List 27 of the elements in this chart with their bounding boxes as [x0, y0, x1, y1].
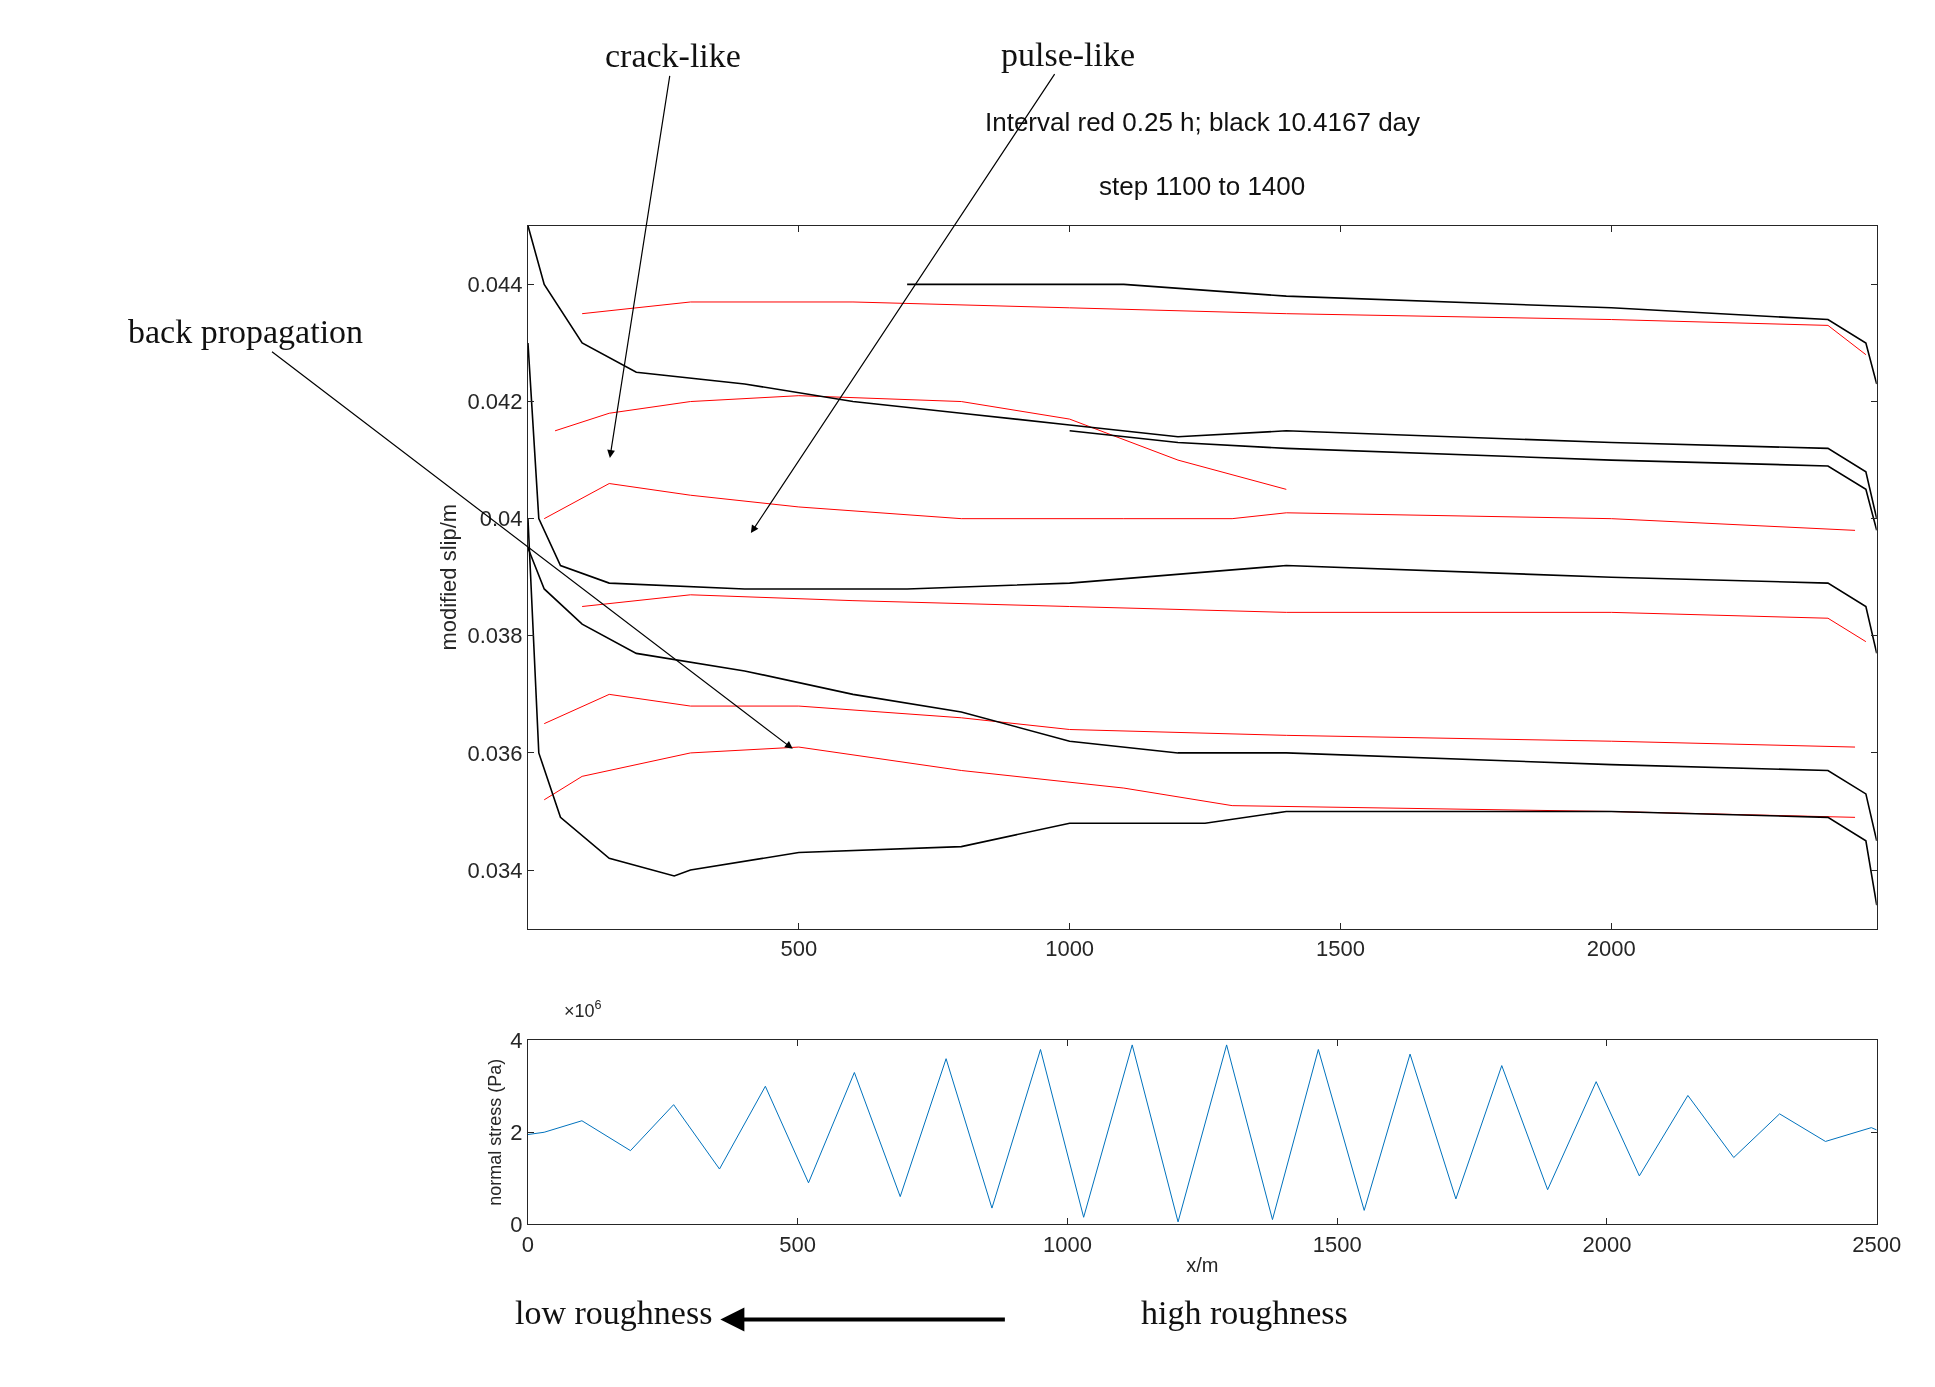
x-tick-label: 2500 [1852, 1231, 1902, 1257]
x-tick-label: 2000 [1582, 1231, 1632, 1257]
text: high roughness [1141, 1294, 1348, 1331]
y-tick-label: 4 [510, 1028, 523, 1054]
x-tick-label: 500 [780, 936, 818, 962]
text: ×10$^{6}$ [564, 998, 602, 1021]
chart-subtitle: step 1100 to 1400 [1099, 171, 1306, 201]
x-axis-title: x/m [1186, 1254, 1219, 1277]
y-tick-label: 2 [510, 1119, 523, 1145]
y-tick-label: 0.034 [467, 857, 523, 883]
y-tick-label: 0.038 [467, 623, 523, 649]
x-tick-label: 2000 [1586, 936, 1636, 962]
text: crack-like [605, 37, 741, 74]
y-axis-title: normal stress (Pa) [484, 1058, 505, 1206]
text: pulse-like [1001, 36, 1136, 73]
y-axis-title: modified slip/m [436, 503, 462, 651]
x-tick-label: 1000 [1045, 936, 1095, 962]
y-tick-label: 0.042 [467, 389, 523, 415]
y-tick-label: 0 [510, 1211, 523, 1237]
y-tick-label: 0.036 [467, 740, 523, 766]
text: low roughness [515, 1294, 713, 1331]
text: back propagation [128, 313, 364, 350]
x-tick-label: 500 [779, 1231, 817, 1257]
y-tick-label: 0.044 [467, 272, 523, 298]
x-tick-label: 1500 [1312, 1231, 1362, 1257]
x-tick-label: 1500 [1315, 936, 1365, 962]
x-tick-label: 1000 [1042, 1231, 1092, 1257]
